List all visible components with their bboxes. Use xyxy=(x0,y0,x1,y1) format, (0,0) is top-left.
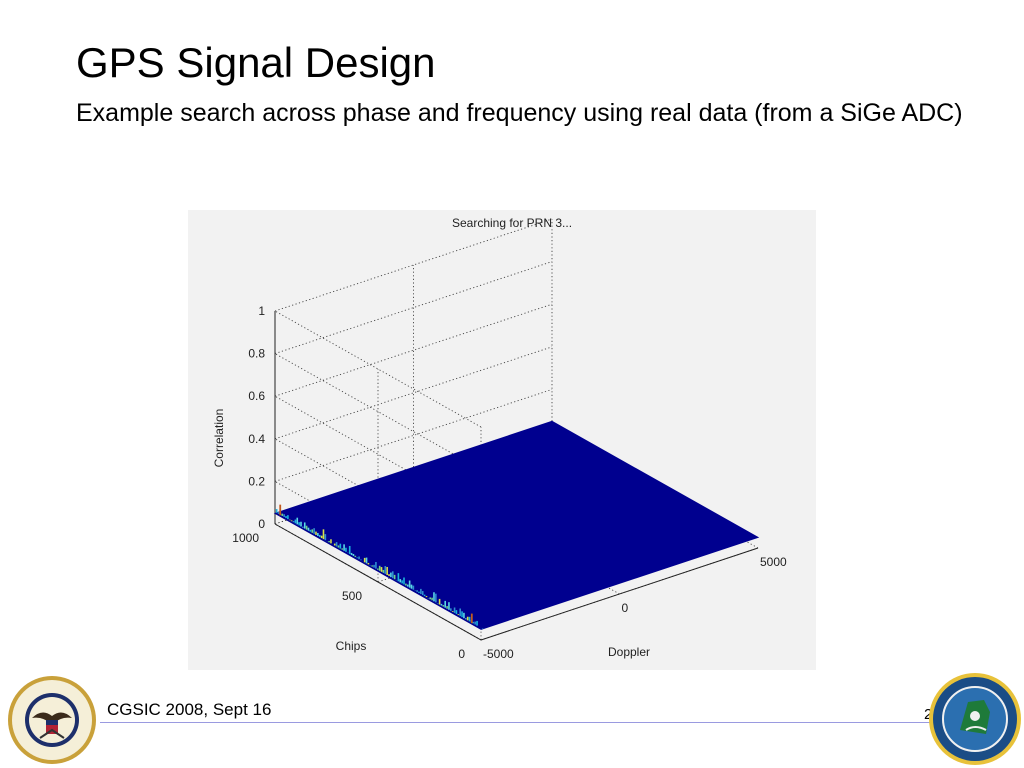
z-tick-label: 0.8 xyxy=(248,347,265,361)
grid-line xyxy=(274,303,553,397)
slide-title: GPS Signal Design xyxy=(76,39,436,86)
footer-divider xyxy=(100,722,930,723)
x-tick-label: 5000 xyxy=(760,555,787,569)
z-tick-label: 0.4 xyxy=(248,432,265,446)
y-tick-label: 500 xyxy=(342,589,362,603)
correlation-plot: 1 0.8 0.6 0.4 0.2 0 1000 500 0 -5000 0 5000 Searchi… xyxy=(188,210,816,670)
navy-seal-icon xyxy=(8,676,96,764)
chart-title: Searching for PRN 3... xyxy=(452,216,572,230)
y-tick-label: 1000 xyxy=(232,531,259,545)
slide-subtitle: Example search across phase and frequenc… xyxy=(76,99,963,127)
y-axis-label: Chips xyxy=(336,639,367,653)
z-tick-label: 0.2 xyxy=(248,474,265,488)
grid-line xyxy=(274,346,553,440)
z-tick-label: 1 xyxy=(258,304,265,318)
plot-axes xyxy=(274,311,759,641)
x-axis-label: Doppler xyxy=(608,645,650,659)
z-axis-label: Correlation xyxy=(212,409,226,468)
z-tick-label: 0 xyxy=(258,517,265,531)
footer-text: CGSIC 2008, Sept 16 xyxy=(107,700,272,719)
y-tick-label: 0 xyxy=(458,647,465,661)
state-seal-icon xyxy=(929,673,1021,765)
z-tick-label: 0.6 xyxy=(248,389,265,403)
x-tick-label: -5000 xyxy=(483,647,514,661)
x-tick-label: 0 xyxy=(622,601,629,615)
correlation-surface xyxy=(273,420,760,630)
y-axis-line xyxy=(274,523,482,641)
x-axis-line xyxy=(480,547,759,641)
correlation-noise-ridge xyxy=(275,504,484,629)
